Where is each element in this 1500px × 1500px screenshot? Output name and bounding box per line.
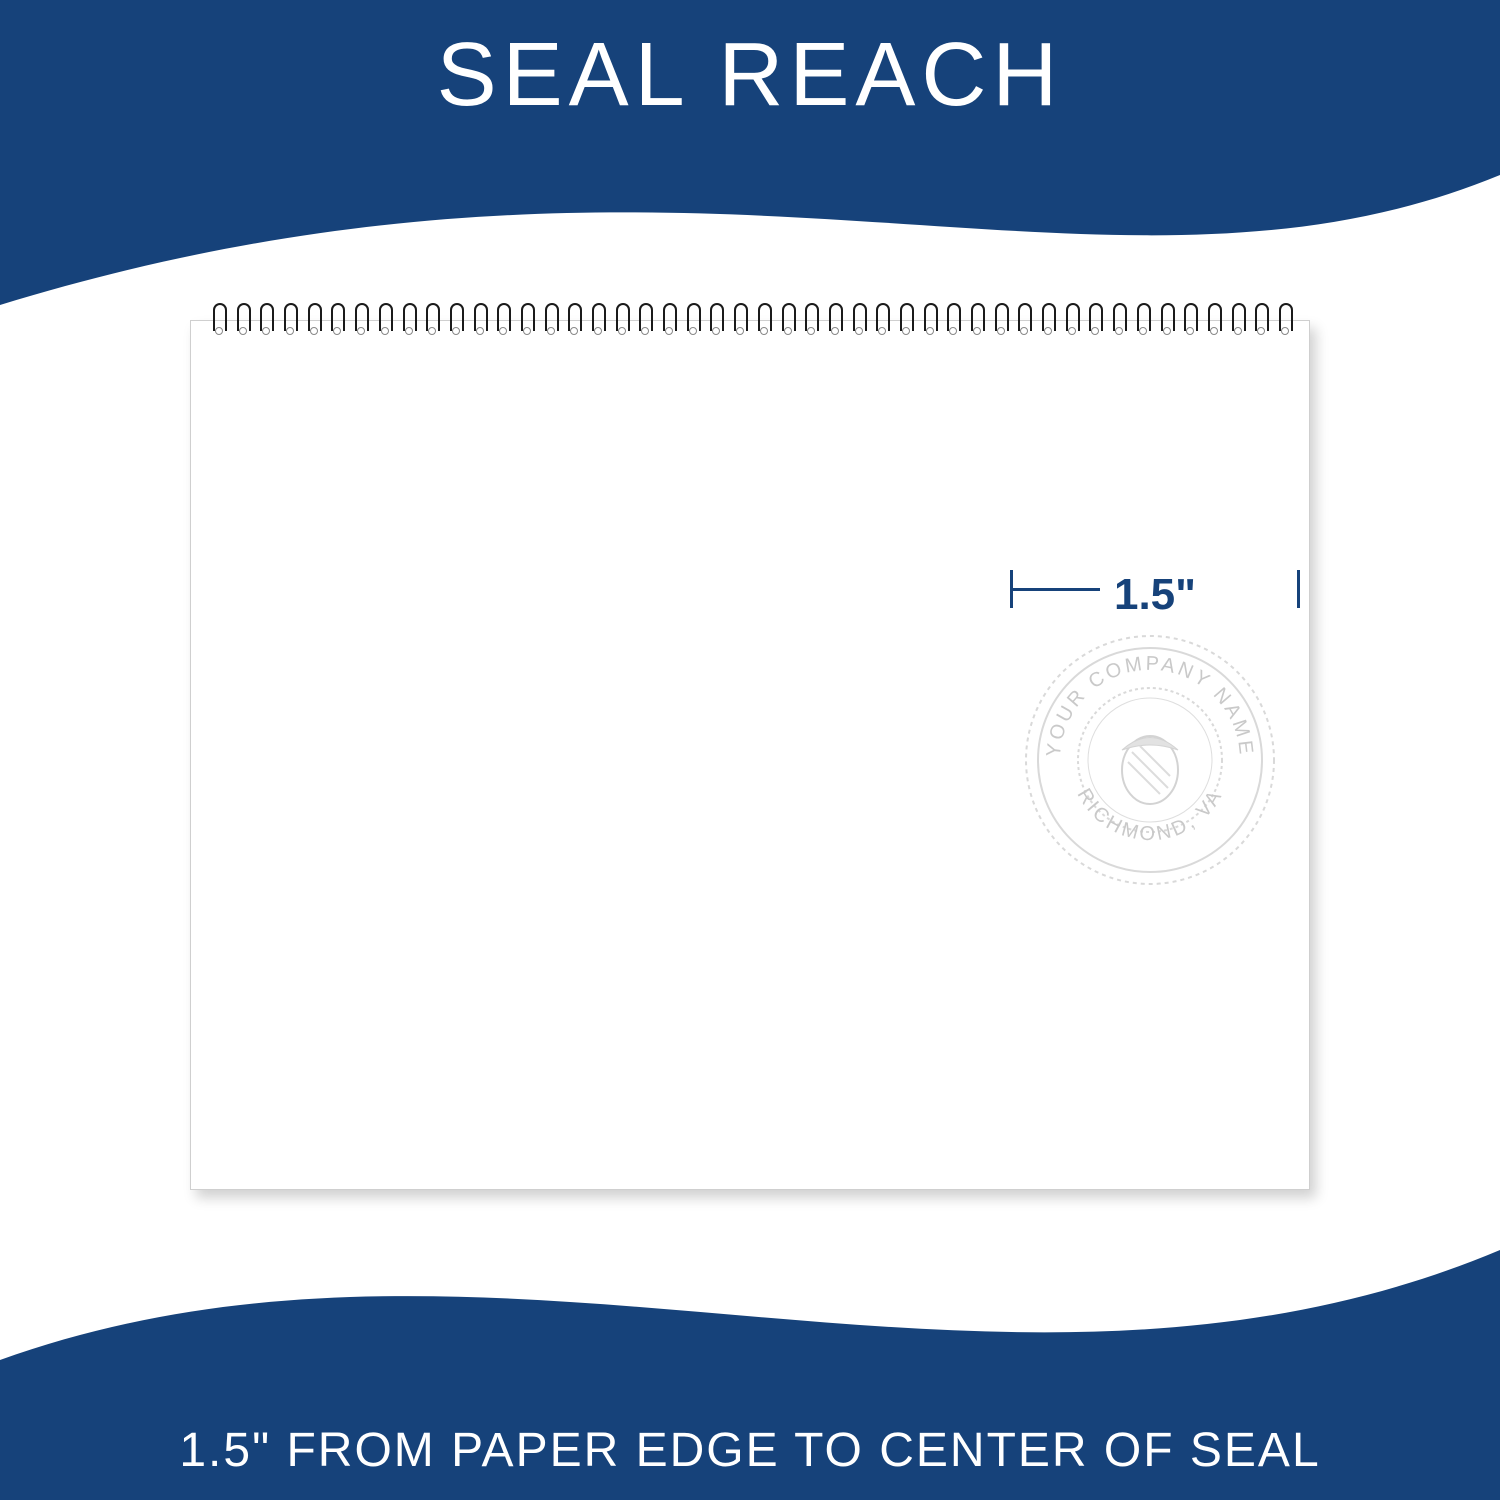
spiral-ring xyxy=(353,303,367,337)
measure-cap-right xyxy=(1297,570,1300,608)
spiral-ring xyxy=(1230,303,1244,337)
spiral-ring xyxy=(1087,303,1101,337)
spiral-ring xyxy=(543,303,557,337)
spiral-ring xyxy=(1277,303,1291,337)
page-title: SEAL REACH xyxy=(437,24,1064,127)
spiral-ring xyxy=(1206,303,1220,337)
spiral-ring xyxy=(1040,303,1054,337)
spiral-ring xyxy=(1016,303,1030,337)
spiral-ring xyxy=(519,303,533,337)
header-band: SEAL REACH xyxy=(0,0,1500,150)
spiral-ring xyxy=(401,303,415,337)
spiral-ring xyxy=(898,303,912,337)
spiral-ring xyxy=(827,303,841,337)
spiral-ring xyxy=(377,303,391,337)
spiral-ring xyxy=(614,303,628,337)
spiral-ring xyxy=(472,303,486,337)
spiral-ring xyxy=(1253,303,1267,337)
spiral-ring xyxy=(874,303,888,337)
spiral-ring xyxy=(590,303,604,337)
spiral-ring xyxy=(306,303,320,337)
spiral-ring xyxy=(685,303,699,337)
spiral-ring xyxy=(732,303,746,337)
measure-bar-right xyxy=(1010,588,1100,591)
embossed-seal: YOUR COMPANY NAME RICHMOND, VA xyxy=(1020,630,1280,890)
spiral-ring xyxy=(211,303,225,337)
spiral-ring xyxy=(329,303,343,337)
spiral-ring xyxy=(803,303,817,337)
spiral-ring xyxy=(851,303,865,337)
spiral-ring xyxy=(448,303,462,337)
spiral-ring xyxy=(945,303,959,337)
spiral-ring xyxy=(780,303,794,337)
spiral-ring xyxy=(1111,303,1125,337)
spiral-ring xyxy=(637,303,651,337)
spiral-ring xyxy=(969,303,983,337)
spiral-ring xyxy=(661,303,675,337)
spiral-ring xyxy=(993,303,1007,337)
spiral-ring xyxy=(495,303,509,337)
spiral-ring xyxy=(708,303,722,337)
spiral-ring xyxy=(235,303,249,337)
spiral-ring xyxy=(424,303,438,337)
spiral-binding xyxy=(211,303,1291,339)
spiral-ring xyxy=(1064,303,1078,337)
spiral-ring xyxy=(282,303,296,337)
spiral-ring xyxy=(1159,303,1173,337)
spiral-ring xyxy=(922,303,936,337)
footer-text: 1.5" FROM PAPER EDGE TO CENTER OF SEAL xyxy=(179,1423,1320,1478)
footer-band: 1.5" FROM PAPER EDGE TO CENTER OF SEAL xyxy=(0,1400,1500,1500)
measure-label: 1.5" xyxy=(1010,570,1300,620)
measurement-indicator: 1.5" xyxy=(1010,570,1300,610)
bottom-swoosh xyxy=(0,1220,1500,1400)
spiral-ring xyxy=(566,303,580,337)
spiral-ring xyxy=(258,303,272,337)
spiral-ring xyxy=(1182,303,1196,337)
spiral-ring xyxy=(756,303,770,337)
seal-bottom-text: RICHMOND, VA xyxy=(1073,785,1228,845)
spiral-ring xyxy=(1135,303,1149,337)
